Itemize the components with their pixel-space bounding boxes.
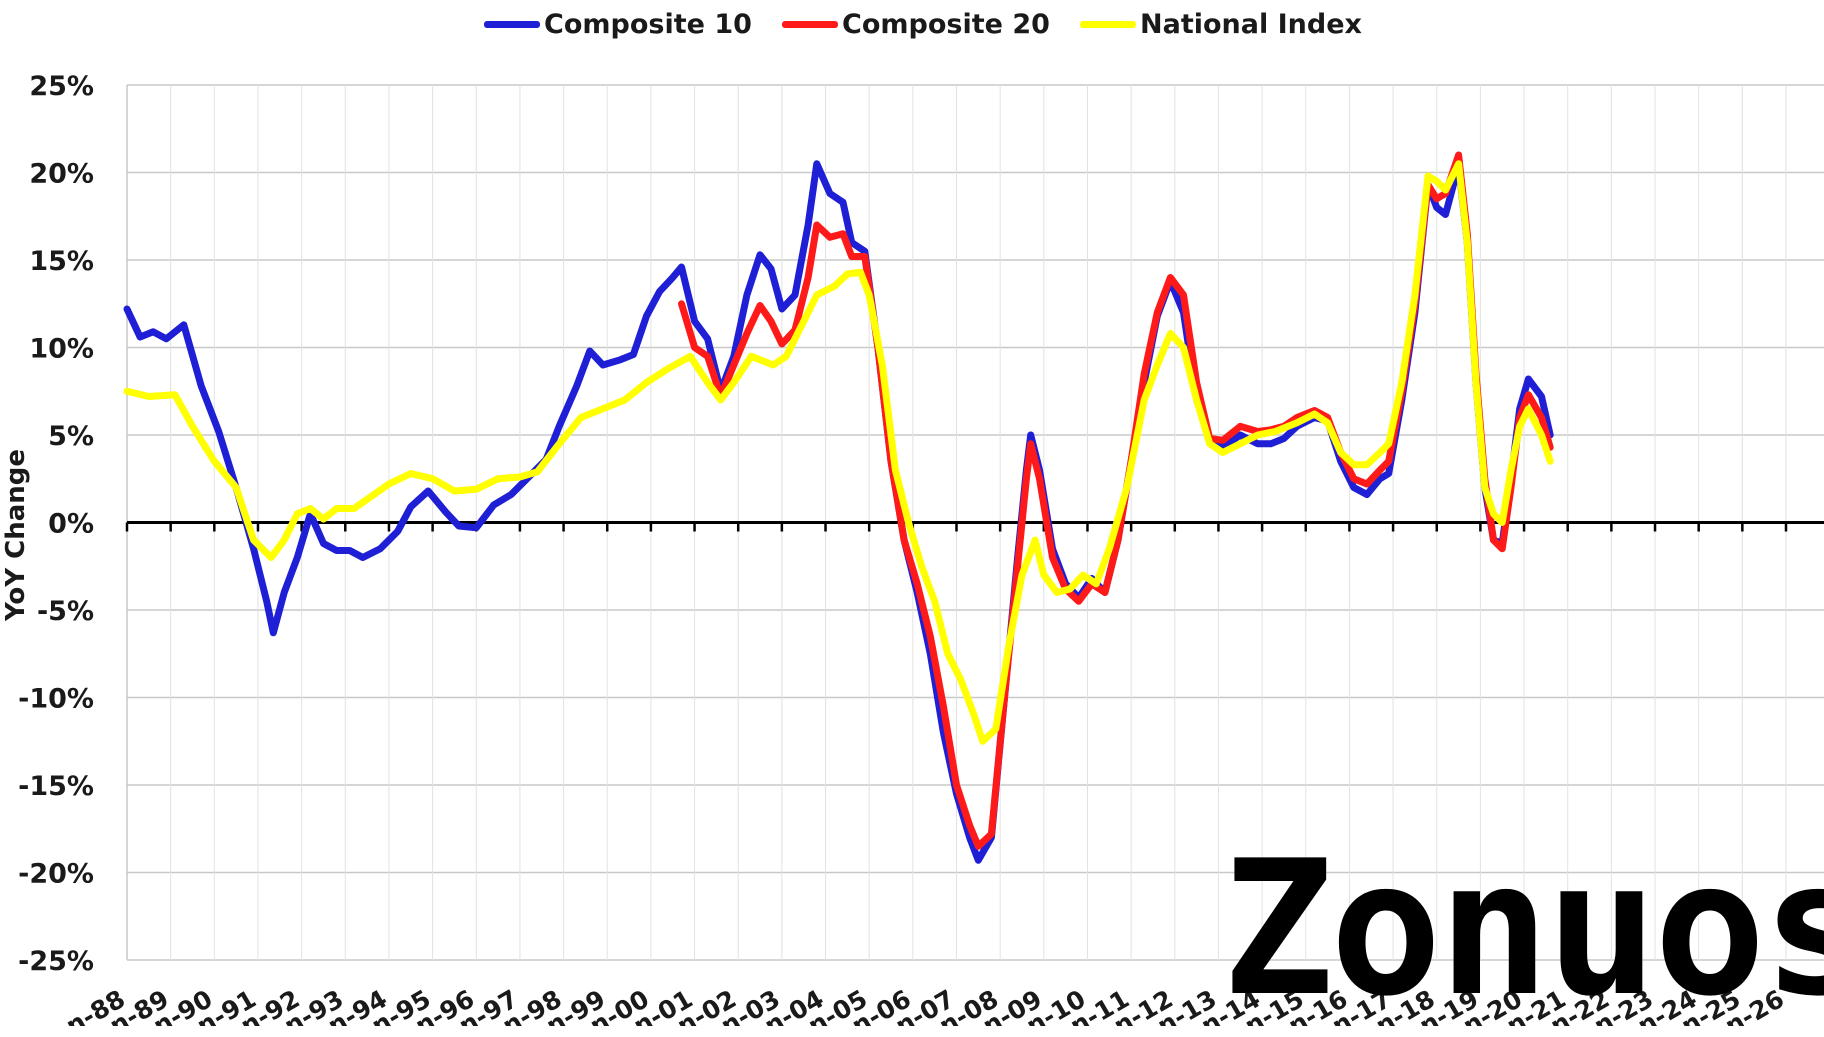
y-axis-label: YoY Change xyxy=(1,448,32,622)
legend-swatch-composite-10 xyxy=(484,20,540,28)
legend-swatch-composite-20 xyxy=(782,20,838,28)
x-tick-labels: Jan-88Jan-89Jan-90Jan-91Jan-92Jan-93Jan-… xyxy=(37,984,1789,1026)
y-tick-label: -25% xyxy=(18,946,94,977)
y-tick-label: 25% xyxy=(29,71,94,102)
series-line-composite-20 xyxy=(678,151,1554,850)
legend-label-national-index: National Index xyxy=(1140,8,1362,40)
legend-swatch-national-index xyxy=(1080,20,1136,28)
y-tick-label: -10% xyxy=(18,684,94,715)
y-tick-label: 20% xyxy=(29,159,94,190)
chart-series xyxy=(123,151,1554,864)
legend-label-composite-10: Composite 10 xyxy=(544,8,752,40)
y-tick-label: 15% xyxy=(29,246,94,277)
legend-label-composite-20: Composite 20 xyxy=(842,8,1050,40)
y-tick-label: -5% xyxy=(37,596,94,627)
y-tick-label: 10% xyxy=(29,334,94,365)
y-tick-label: 0% xyxy=(48,509,94,540)
y-tick-label: -20% xyxy=(18,859,94,890)
watermark-logo: Zonuos xyxy=(1222,820,1824,1037)
legend-item-national-index: National Index xyxy=(1080,4,1362,44)
legend: Composite 10 Composite 20 National Index xyxy=(0,4,1824,44)
series-line-composite-10 xyxy=(123,160,1554,864)
y-tick-label: 5% xyxy=(48,421,94,452)
y-tick-labels: 25% 20% 15% 10% 5% 0% -5% -10% -15% -20% -25% xyxy=(18,71,94,977)
legend-item-composite-20: Composite 20 xyxy=(782,4,1050,44)
y-tick-label: -15% xyxy=(18,771,94,802)
chart-axes xyxy=(125,85,1824,960)
series-line-national-index xyxy=(123,160,1554,745)
legend-item-composite-10: Composite 10 xyxy=(484,4,752,44)
